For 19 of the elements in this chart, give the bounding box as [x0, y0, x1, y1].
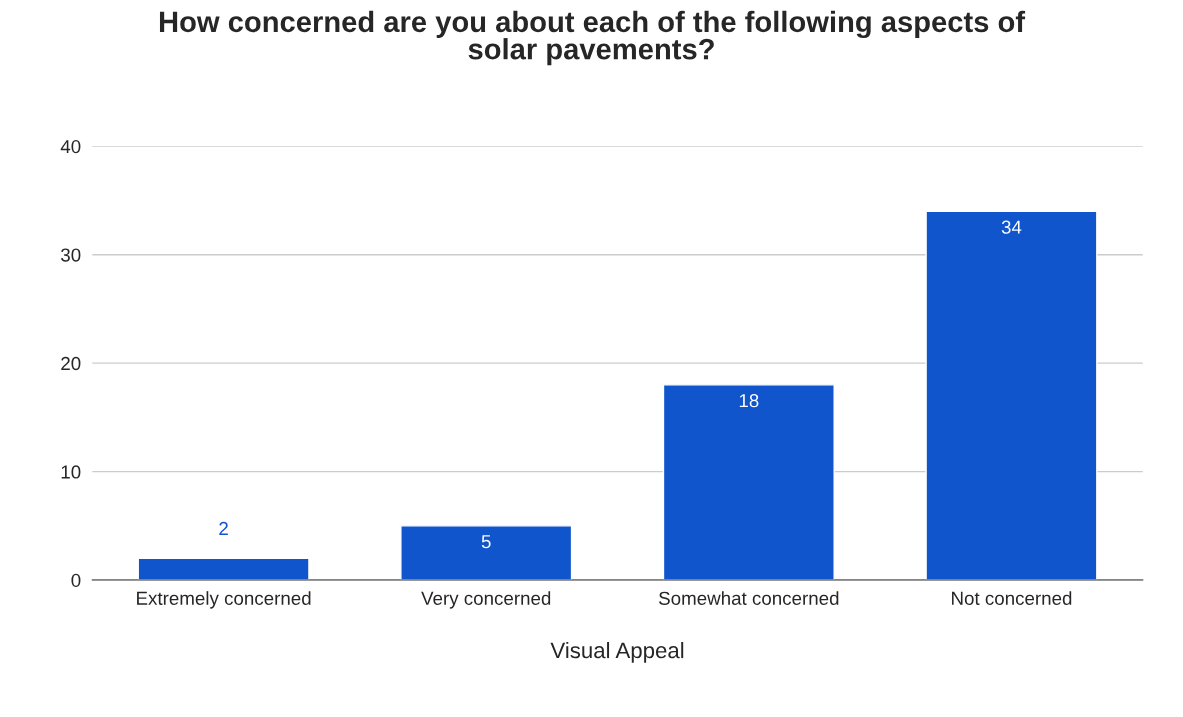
x-tick-label: Extremely concerned [137, 591, 311, 609]
chart-title: How concerned are you about each of the following aspects of solar pavements? [159, 10, 1026, 66]
bar [400, 525, 573, 581]
bar [662, 384, 835, 581]
y-tick-label: 10 [61, 465, 81, 479]
x-tick-label: Somewhat concerned [659, 591, 839, 605]
bar [137, 557, 310, 581]
y-tick-label: 0 [71, 573, 81, 588]
y-tick-label: 30 [61, 248, 81, 262]
x-tick-label: Very concerned [421, 591, 551, 609]
x-tick-label: Not concerned [952, 591, 1072, 605]
data-label: 5 [481, 535, 491, 549]
y-tick-label: 40 [60, 139, 81, 154]
data-label: 34 [1001, 220, 1022, 234]
data-label: 2 [219, 521, 228, 535]
y-tick-label: 20 [61, 356, 81, 371]
data-label: 18 [739, 394, 759, 408]
x-axis-title: Visual Appeal [550, 641, 684, 663]
bar [925, 210, 1098, 581]
